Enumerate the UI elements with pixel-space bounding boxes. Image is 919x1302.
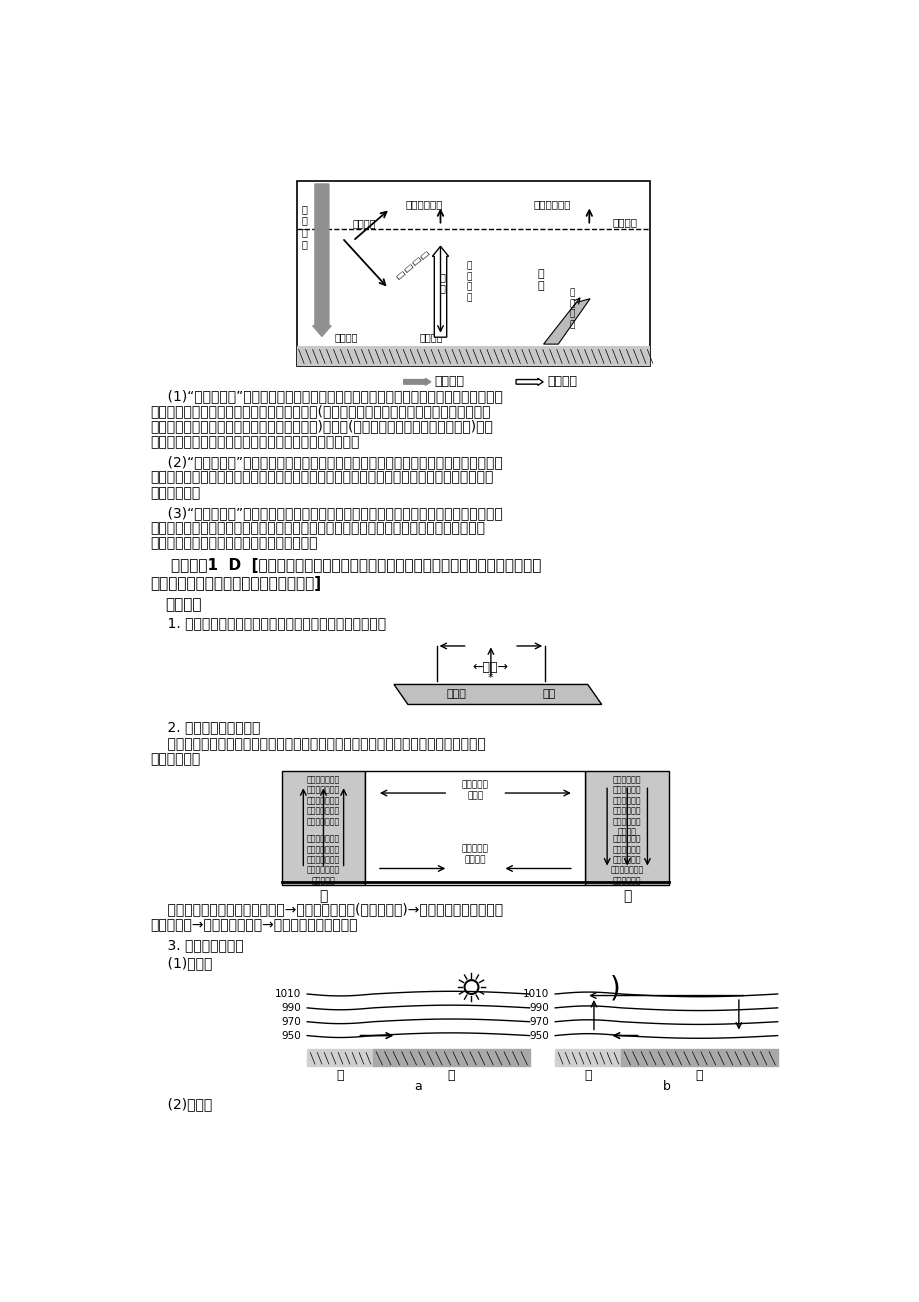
FancyArrow shape — [516, 379, 542, 385]
Bar — [365, 772, 584, 885]
Text: 中大部分射向地面，称为大气逆辐射，大气逆辐射把热量还给地面，在一定程度上补偿了地: 中大部分射向地面，称为大气逆辐射，大气逆辐射把热量还给地面，在一定程度上补偿了地 — [150, 521, 484, 535]
Text: ): ) — [608, 975, 619, 1003]
Text: 碎纸屑: 碎纸屑 — [446, 690, 465, 699]
Polygon shape — [393, 685, 601, 704]
Text: 陆: 陆 — [695, 1069, 702, 1082]
Text: 射向宇宙空间: 射向宇宙空间 — [533, 199, 571, 210]
Text: 大气反射: 大气反射 — [353, 217, 376, 228]
Text: 970: 970 — [281, 1017, 301, 1027]
Text: 高空空气扩
散方向: 高空空气扩 散方向 — [461, 781, 488, 801]
FancyArrow shape — [403, 379, 430, 385]
Text: 探究点二: 探究点二 — [165, 598, 201, 612]
Text: 射向宇宙空间: 射向宇宙空间 — [405, 199, 443, 210]
Text: 冷: 冷 — [622, 889, 630, 904]
Text: (3)“大气还大地”：大气在增温的同时，也向外辐射热量，既向上辐射，也向下辐射，其: (3)“大气还大地”：大气在增温的同时，也向外辐射热量，既向上辐射，也向下辐射，… — [150, 505, 502, 519]
Text: 陆: 陆 — [448, 1069, 455, 1082]
Text: 地
面
辐
射: 地 面 辐 射 — [569, 289, 574, 329]
Text: 1010: 1010 — [522, 990, 549, 999]
Text: 高空空气冷却
收缩下沉，上
空的空气密度
减小，形成低
气压，等压面
凸向低处: 高空空气冷却 收缩下沉，上 空的空气密度 减小，形成低 气压，等压面 凸向低处 — [612, 775, 641, 836]
Text: (1)海陆風: (1)海陆風 — [150, 956, 212, 970]
Text: 990: 990 — [281, 1003, 301, 1013]
Text: a: a — [414, 1081, 422, 1094]
Text: (2)“大地暖大气”：地面增温的同时向外辐射热量。相对于太阳短波辐射，地面辐射是长: (2)“大地暖大气”：地面增温的同时向外辐射热量。相对于太阳短波辐射，地面辐射是… — [150, 454, 502, 469]
Text: *: * — [488, 673, 494, 684]
Text: 2. 热力环流的形成过程: 2. 热力环流的形成过程 — [150, 720, 260, 734]
Text: 大
气
吸
收: 大 气 吸 收 — [394, 250, 428, 280]
Text: 热: 热 — [319, 889, 327, 904]
Text: 短波辐射: 短波辐射 — [434, 375, 464, 388]
Text: 近地面空气膨胀
上升，在高空聚
集，空气密度增
大，形成高压，
等压面凸向高处: 近地面空气膨胀 上升，在高空聚 集，空气密度增 大，形成高压， 等压面凸向高处 — [307, 775, 340, 825]
Text: 近地面空气上升
后，使近地面空
气密度减小，形
成低气压，等压
面凸向低处: 近地面空气上升 后，使近地面空 气密度减小，形 成低气压，等压 面凸向低处 — [307, 835, 340, 885]
Bar — [281, 772, 365, 885]
Text: 970: 970 — [528, 1017, 549, 1027]
Text: 辐射弱，近地面降温快，易形成雾或露。]: 辐射弱，近地面降温快，易形成雾或露。] — [150, 575, 321, 591]
Text: 射向地面: 射向地面 — [419, 332, 443, 342]
Text: 部分透过大气射到地面，地面因吸收太阳辐射能而增温。: 部分透过大气射到地面，地面因吸收太阳辐射能而增温。 — [150, 435, 358, 449]
Text: 海: 海 — [584, 1069, 591, 1082]
Polygon shape — [543, 298, 589, 344]
Text: 大
气
辐
射: 大 气 辐 射 — [466, 262, 471, 302]
Text: b: b — [662, 1081, 670, 1094]
Text: 太
阳
辐
射: 太 阳 辐 射 — [301, 204, 308, 249]
Bar — [297, 346, 649, 366]
Text: 面辐射损失的热量，对地面起到了保温作用。: 面辐射损失的热量，对地面起到了保温作用。 — [150, 536, 317, 551]
Text: 气对太阳辐射起削弱作用，小部分能量被吸收(臭氧和氧原子吸收大部分波长较短的紫外线，: 气对太阳辐射起削弱作用，小部分能量被吸收(臭氧和氧原子吸收大部分波长较短的紫外线… — [150, 404, 490, 418]
Text: 辐
射: 辐 射 — [439, 272, 446, 293]
Text: 大
气: 大 气 — [537, 270, 543, 292]
Text: 长波辐射: 长波辐射 — [547, 375, 576, 388]
Text: 考例探究1  D  [露的形成必须有近地面大气降温这一过程，天气晴朗，云量少，大气逆: 考例探究1 D [露的形成必须有近地面大气降温这一过程，天气晴朗，云量少，大气逆 — [150, 559, 540, 573]
Text: 3. 常见的热力珯流: 3. 常见的热力珯流 — [150, 937, 244, 952]
Bar — [297, 181, 649, 366]
Text: 近地面空气
扩散方向: 近地面空气 扩散方向 — [461, 845, 488, 865]
Text: 波辐射，除少数透过大气返回宇宙空间外，绝大部分被近地面大气中的水汽和二氧化碳吸收，: 波辐射，除少数透过大气返回宇宙空间外，绝大部分被近地面大气中的水汽和二氧化碳吸收… — [150, 470, 493, 484]
Bar — [584, 772, 668, 885]
FancyArrow shape — [312, 184, 331, 336]
Text: 1010: 1010 — [275, 990, 301, 999]
Text: 程分析如下：: 程分析如下： — [150, 753, 200, 766]
Text: 上气压差异→大气的水平运动→形成高低空热力环流。: 上气压差异→大气的水平运动→形成高低空热力环流。 — [150, 918, 357, 932]
Text: ←火焰→: ←火焰→ — [472, 661, 508, 674]
Text: 热力环流是由于近地面冷热不均而形成的一种环流形式，结合等压面示意图对其形成过: 热力环流是由于近地面冷热不均而形成的一种环流形式，结合等压面示意图对其形成过 — [150, 737, 485, 751]
Text: 海: 海 — [336, 1069, 344, 1082]
Text: 大气上界: 大气上界 — [612, 217, 637, 227]
Text: 990: 990 — [528, 1003, 549, 1013]
FancyArrow shape — [432, 246, 448, 337]
Text: 水汽和二氧化碳吸收一部分波长较长的红外线)和反射(云层和大颗粒尘埃反射作用较强)，大: 水汽和二氧化碳吸收一部分波长较长的红外线)和反射(云层和大颗粒尘埃反射作用较强)… — [150, 419, 493, 434]
Text: 使大气增温。: 使大气增温。 — [150, 486, 200, 500]
Text: 地面吸收: 地面吸收 — [334, 332, 357, 342]
Text: 1. 由于地面冷热不均而形成的空气环流，称为热力环流。: 1. 由于地面冷热不均而形成的空气环流，称为热力环流。 — [150, 616, 386, 630]
Text: 可简单归纳为：近地面冷热不均→气流的垂直运动(上升或下沉)→近地面和高空在水平面: 可简单归纳为：近地面冷热不均→气流的垂直运动(上升或下沉)→近地面和高空在水平面 — [150, 902, 503, 917]
Text: (2)山谷風: (2)山谷風 — [150, 1098, 212, 1111]
Text: 铁板: 铁板 — [542, 690, 555, 699]
Text: (1)“太阳暖大地”：太阳辐射能是地球最主要的能量来源。太阳辐射在穿过大气层时，大: (1)“太阳暖大地”：太阳辐射能是地球最主要的能量来源。太阳辐射在穿过大气层时，… — [150, 389, 502, 402]
Text: 950: 950 — [528, 1031, 549, 1040]
Text: 950: 950 — [281, 1031, 301, 1040]
Text: 空气的收缩下
沉使近地面空
气密度增大，
形成高气压，等
压面凸向高处: 空气的收缩下 沉使近地面空 气密度增大， 形成高气压，等 压面凸向高处 — [610, 835, 643, 885]
